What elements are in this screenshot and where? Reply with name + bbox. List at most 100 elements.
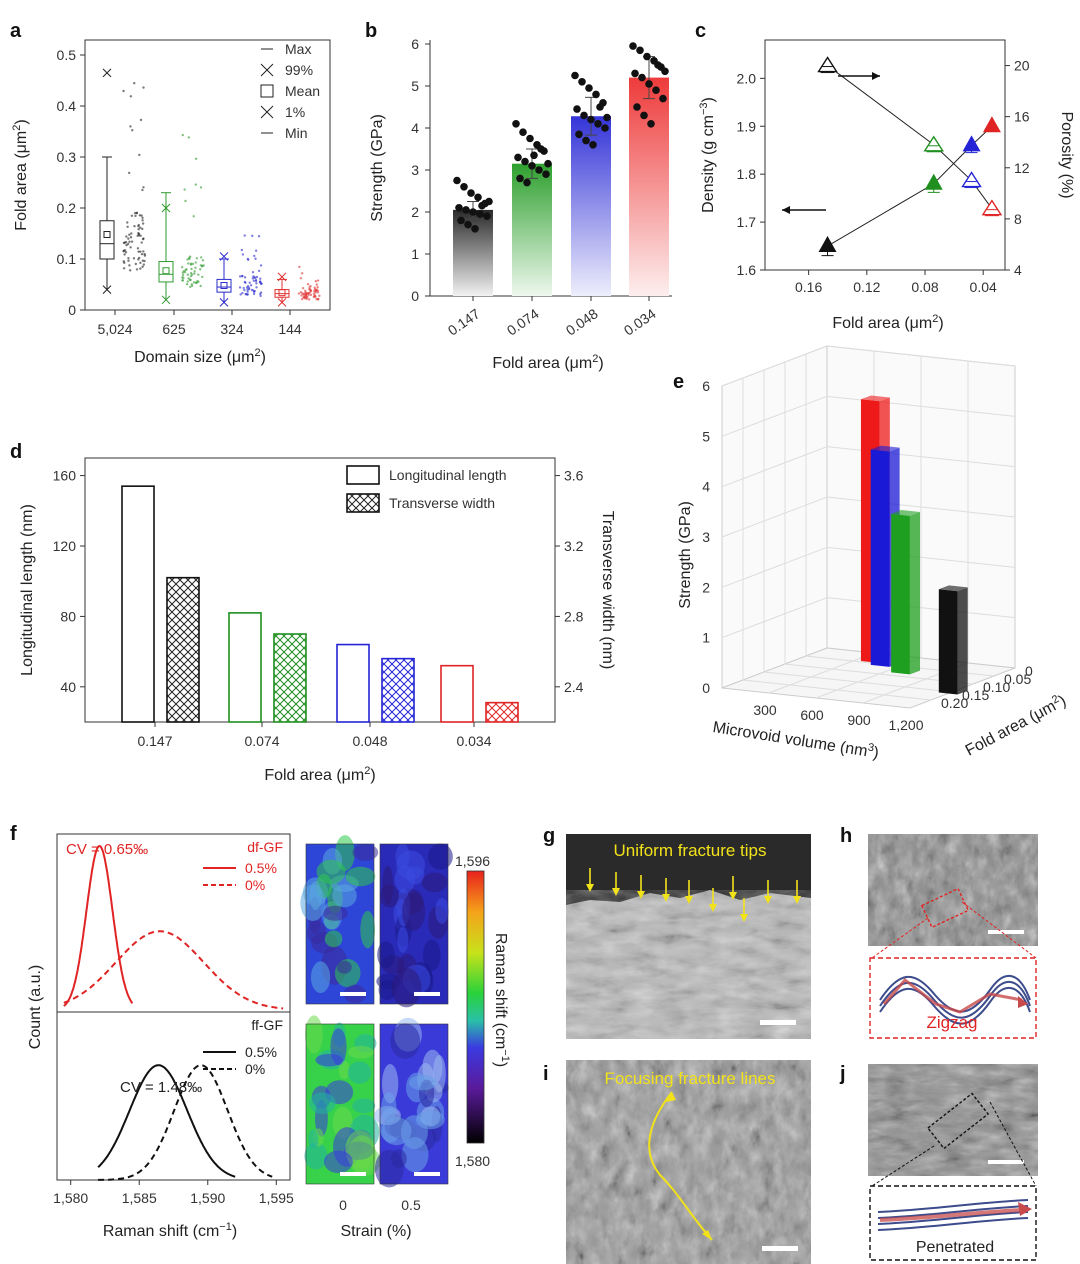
fracture-tip-arrowhead [764, 896, 772, 904]
fracture-tip-arrowhead [729, 892, 737, 900]
x-tick-label-b: 0.048 [563, 305, 601, 338]
data-point-a [129, 236, 133, 239]
cv-label-bottom: CV = 1.48‰ [120, 1079, 202, 1096]
data-point-a [238, 286, 242, 289]
legend-label-a: Max [285, 41, 311, 57]
data-point-a [141, 259, 144, 262]
scale-bar-j [988, 1160, 1024, 1164]
data-point-b [580, 111, 588, 120]
bar-longitudinal-d [440, 664, 474, 723]
data-point-b [596, 103, 604, 111]
y-tick-label-right-c: 16 [1014, 109, 1030, 125]
map-strain-tick-05: 0.5 [401, 1197, 421, 1213]
raman-map-patch [300, 884, 326, 922]
legend-label-a: 99% [285, 62, 313, 78]
zoom-line-h-2 [961, 901, 1037, 959]
data-point-b [573, 105, 581, 113]
data-point-a [242, 286, 245, 290]
data-point-b [633, 103, 641, 111]
data-point-a [139, 118, 143, 122]
data-point-a [308, 288, 311, 291]
bar-longitudinal-d [336, 643, 370, 723]
bar3d-top-e [938, 585, 968, 592]
data-point-a [255, 286, 258, 289]
data-point-a [305, 297, 309, 300]
raman-map-patch [435, 898, 449, 924]
data-point-a [241, 274, 244, 278]
data-point-a [128, 240, 131, 243]
bar3d-top-e [860, 395, 890, 402]
data-point-a [134, 262, 138, 266]
raman-map-patch [305, 1015, 323, 1054]
data-point-b [659, 94, 667, 103]
scale-bar-g [760, 1020, 796, 1025]
data-point-a [199, 264, 203, 267]
data-point-a [259, 264, 263, 267]
legend-a: Max 99% Mean 1% Min [260, 41, 320, 141]
x-ticks-b: 0.147 0.074 0.048 0.034 [445, 296, 659, 339]
fracture-line-i [648, 1091, 713, 1241]
penetrated-crack-arrowhead [1018, 1202, 1032, 1216]
panel-a: a 0 0.1 0.2 0.3 0.4 0.5 5,024 625 324 144 Max 99%… [10, 20, 331, 366]
box-mean-marker [220, 282, 228, 290]
data-point-a [194, 183, 197, 186]
zigzag-layer [879, 986, 1031, 1025]
raman-map-patch [322, 905, 348, 921]
y-tick-label-b: 4 [411, 120, 419, 136]
y-tick-label-b: 3 [411, 162, 419, 178]
y-axis-label-f: Count (a.u.) [27, 965, 44, 1049]
data-point-a [241, 291, 244, 295]
x-tick-label-f: 1,595 [259, 1190, 294, 1206]
data-point-a [139, 226, 142, 229]
data-point-a [252, 292, 256, 296]
data-point-a [126, 221, 129, 224]
data-point-a [186, 280, 189, 283]
y-tick-label-a: 0.5 [57, 47, 77, 63]
axes-frame-d [84, 457, 556, 723]
grid-line-e [742, 378, 932, 701]
data-point-b [464, 220, 472, 229]
data-point-a [181, 133, 184, 137]
bar-transverse-d [273, 633, 307, 723]
data-point-a [141, 188, 144, 192]
x-tick-label-f: 1,585 [122, 1190, 157, 1206]
data-point-a [139, 250, 142, 253]
raman-map-patch [307, 921, 327, 944]
map-strain-tick-0: 0 [339, 1197, 347, 1213]
z-tick-label-e: 0 [702, 680, 710, 696]
data-point-a [255, 282, 258, 285]
raman-map-patch [422, 939, 441, 971]
legend-df-05: 0.5% [245, 860, 277, 876]
data-point-a [139, 267, 142, 270]
density-marker-c [924, 173, 943, 190]
data-point-a [132, 257, 136, 260]
zigzag-crack-arrowhead [1018, 996, 1028, 1008]
data-point-b [485, 197, 493, 206]
data-point-b [640, 111, 648, 120]
legend-label-longitudinal: Longitudinal length [389, 467, 507, 483]
data-point-b [589, 141, 597, 149]
x-axis-label-b: Fold area (μm2) [492, 353, 603, 372]
density-marker-c [982, 116, 1001, 133]
data-point-a [201, 275, 204, 279]
box-p99-marker [102, 68, 112, 78]
data-point-a [241, 253, 245, 256]
raman-map-patch [304, 1142, 328, 1170]
data-point-a [304, 293, 308, 296]
raman-map-patch [402, 892, 426, 931]
cv-label-top: CV = 0.65‰ [66, 841, 148, 858]
y-tick-label-b: 2 [411, 204, 419, 220]
sem-image-i-texture [566, 1060, 811, 1264]
raman-curve-f [63, 844, 134, 1007]
data-point-b [469, 208, 477, 216]
data-point-a [188, 255, 192, 258]
fracture-tip-arrows [586, 868, 801, 922]
y-tick-label-a: 0 [68, 302, 76, 318]
grid-line-e [721, 446, 1016, 488]
data-point-a [312, 292, 316, 295]
raman-map-patch [408, 1075, 437, 1091]
y-tick-label-b: 0 [411, 288, 419, 304]
data-point-a [252, 275, 255, 278]
data-point-a [302, 293, 306, 296]
